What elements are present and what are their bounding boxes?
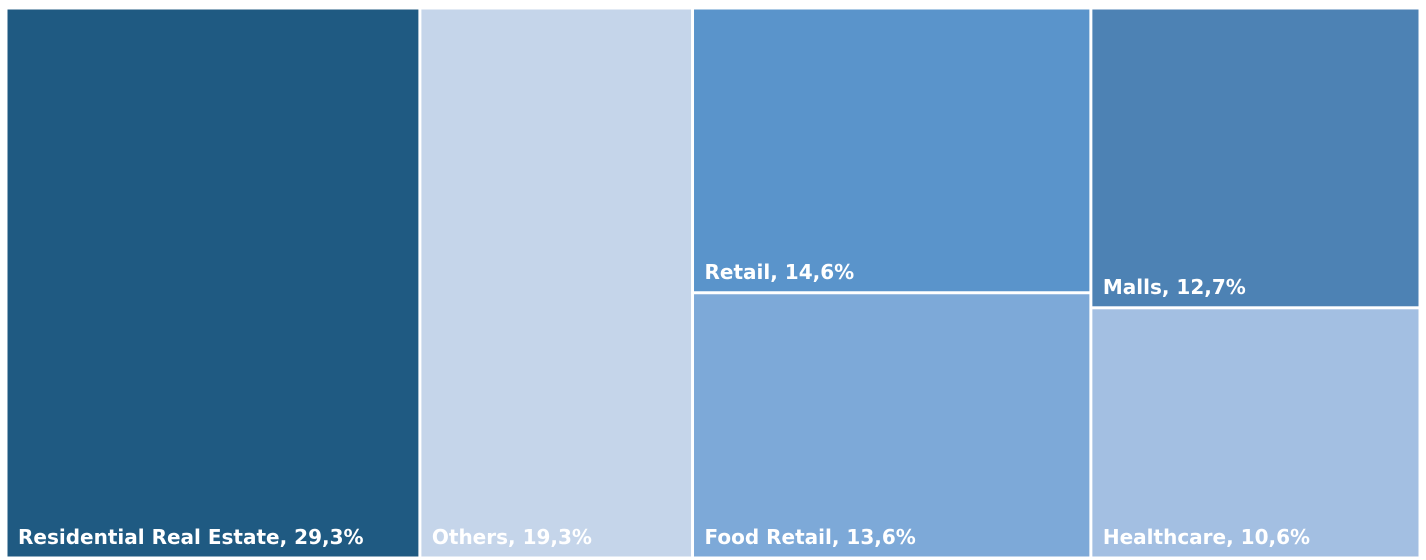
tile-label: Others, 19,3%	[432, 525, 592, 549]
tile	[7, 9, 419, 557]
tile	[1092, 309, 1419, 557]
tile-label: Retail, 14,6%	[705, 260, 855, 284]
tile-label: Malls, 12,7%	[1103, 275, 1246, 299]
tile	[421, 9, 692, 557]
tile-label: Healthcare, 10,6%	[1103, 525, 1310, 549]
tile-label: Residential Real Estate, 29,3%	[18, 525, 364, 549]
tile	[694, 9, 1090, 292]
tile-label: Food Retail, 13,6%	[705, 525, 916, 549]
tile	[694, 294, 1090, 557]
tile	[1092, 9, 1419, 307]
